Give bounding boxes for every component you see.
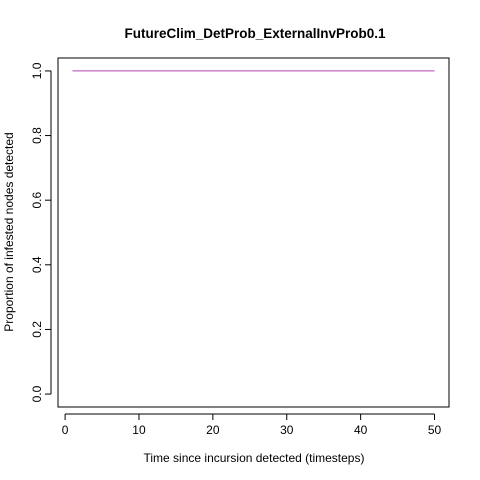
x-axis-label: Time since incursion detected (timesteps… xyxy=(144,451,365,465)
y-tick-label: 0.6 xyxy=(30,192,44,209)
x-tick-label: 40 xyxy=(354,423,368,437)
plot-frame xyxy=(57,57,450,408)
y-tick-label: 0.0 xyxy=(30,385,44,402)
y-tick-label: 0.2 xyxy=(30,321,44,338)
x-tick-label: 30 xyxy=(280,423,294,437)
x-axis: 0 10 20 30 40 50 xyxy=(62,413,442,437)
chart-title: FutureClim_DetProb_ExternalInvProb0.1 xyxy=(124,26,386,41)
y-tick-label: 1.0 xyxy=(30,62,44,79)
x-tick-label: 10 xyxy=(132,423,146,437)
y-tick-label: 0.4 xyxy=(30,256,44,273)
y-axis: 0.0 0.2 0.4 0.6 0.8 1.0 xyxy=(30,62,52,402)
x-tick-label: 50 xyxy=(428,423,442,437)
y-tick-label: 0.8 xyxy=(30,127,44,144)
y-axis-label: Proportion of infested nodes detected xyxy=(2,132,16,331)
x-tick-label: 20 xyxy=(206,423,220,437)
x-tick-label: 0 xyxy=(62,423,69,437)
